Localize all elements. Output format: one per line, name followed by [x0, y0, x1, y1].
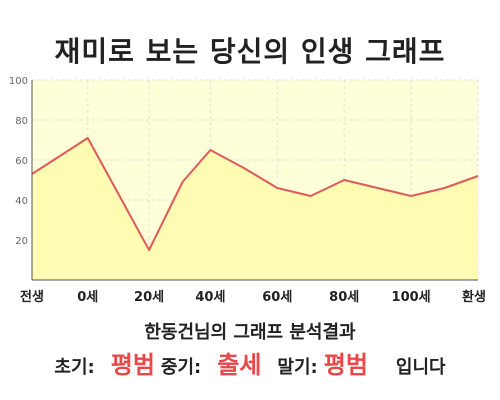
x-tick-label: 80세 — [329, 290, 359, 305]
x-tick-label: 60세 — [262, 290, 292, 305]
x-tick-label: 40세 — [195, 290, 225, 305]
analysis-result: 초기: 평범 중기: 출세 말기: 평범 입니다 — [0, 345, 500, 381]
x-tick-label: 전생 — [20, 289, 44, 305]
chart-title: 재미로 보는 당신의 인생 그래프 — [54, 35, 446, 68]
ending-text: 입니다 — [395, 357, 446, 378]
analysis-subtitle: 한동건님의 그래프 분석결과 — [144, 322, 356, 343]
late-label: 말기: — [277, 357, 318, 378]
y-tick-label: 60 — [15, 156, 28, 167]
early-label: 초기: — [54, 357, 95, 378]
y-tick-label: 40 — [15, 196, 28, 207]
series-line — [31, 137, 479, 251]
mid-value: 출세 — [217, 351, 262, 379]
x-tick-label: 20세 — [134, 290, 164, 305]
life-graph-chart: 20 40 60 80 100 전생 0세 20세 40세 60세 80세 100세 환생 — [9, 76, 486, 305]
x-tick-label: 0세 — [77, 290, 98, 305]
x-tick-label: 100세 — [392, 290, 431, 305]
late-value: 평범 — [323, 351, 368, 379]
mid-label: 중기: — [160, 357, 202, 378]
y-tick-label: 80 — [15, 116, 28, 127]
y-tick-label: 20 — [15, 236, 28, 247]
area-fill — [32, 138, 478, 280]
x-tick-label: 환생 — [462, 289, 486, 305]
y-tick-label: 100 — [9, 76, 28, 87]
early-value: 평범 — [110, 351, 155, 379]
